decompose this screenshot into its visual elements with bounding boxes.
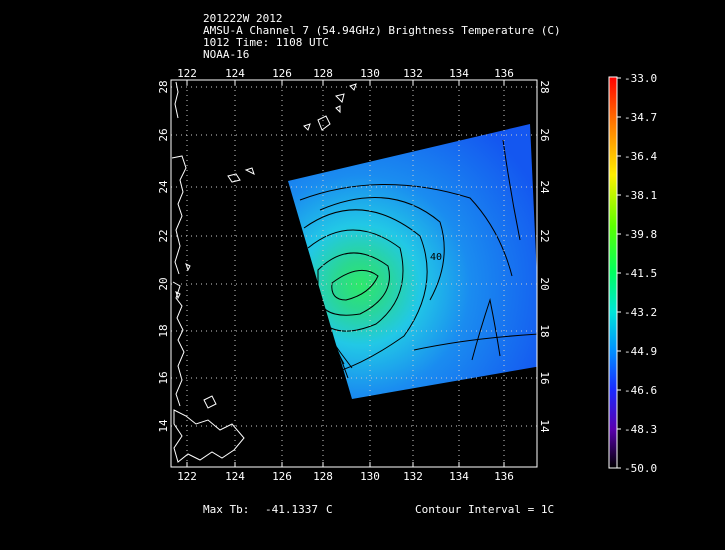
lat-label-left: 14	[157, 419, 170, 433]
lat-label-right: 16	[538, 371, 551, 384]
lon-label-bottom: 136	[494, 470, 514, 483]
lat-label-right: 20	[538, 277, 551, 290]
lon-ticks	[186, 80, 505, 467]
lat-label-left: 20	[157, 277, 170, 290]
lon-label-top: 128	[313, 67, 333, 80]
colorbar-label: -48.3	[624, 423, 657, 436]
lon-label-bottom: 124	[225, 470, 245, 483]
lon-label-bottom: 132	[403, 470, 423, 483]
satellite-label: NOAA-16	[203, 48, 250, 61]
lon-label-bottom: 126	[272, 470, 292, 483]
satellite-swath	[288, 124, 537, 399]
lon-label-top: 130	[360, 67, 380, 80]
lat-label-left: 26	[157, 128, 170, 141]
lat-lon-grid	[171, 80, 537, 467]
colorbar	[608, 76, 618, 469]
colorbar-label: -50.0	[624, 462, 657, 475]
lat-label-right: 18	[538, 324, 551, 337]
lon-label-bottom: 122	[177, 470, 197, 483]
lon-label-top: 136	[494, 67, 514, 80]
map-frame	[170, 79, 538, 468]
contour-interval: Contour Interval = 1C	[415, 503, 555, 516]
lat-label-left: 28	[157, 80, 170, 93]
max-tb-value: -41.1337	[265, 503, 318, 516]
lat-label-right: 14	[538, 419, 551, 433]
lat-label-left: 22	[157, 229, 170, 242]
product-title: AMSU-A Channel 7 (54.94GHz) Brightness T…	[203, 24, 561, 37]
max-tb-unit: C	[326, 503, 333, 516]
colorbar-label: -44.9	[624, 345, 657, 358]
image-id: 201222W 2012	[203, 12, 283, 25]
lat-label-right: 26	[538, 128, 551, 141]
colorbar-label: -43.2	[624, 306, 657, 319]
max-tb-label: Max Tb:	[203, 503, 250, 516]
lon-label-top: 126	[272, 67, 292, 80]
lon-label-bottom: 134	[449, 470, 469, 483]
lat-label-right: 24	[538, 180, 551, 194]
colorbar-label: -41.5	[624, 267, 657, 280]
colorbar-label: -38.1	[624, 189, 657, 202]
lat-label-right: 22	[538, 229, 551, 242]
colorbar-ticks	[617, 77, 621, 469]
time-label: 1012 Time: 1108 UTC	[203, 36, 329, 49]
colorbar-label: -39.8	[624, 228, 657, 241]
colorbar-label: -36.4	[624, 150, 657, 163]
lon-label-top: 122	[177, 67, 197, 80]
colorbar-label: -46.6	[624, 384, 657, 397]
contour-lines	[299, 139, 537, 379]
lat-label-right: 28	[538, 80, 551, 93]
lon-label-top: 134	[449, 67, 469, 80]
colorbar-label: -33.0	[624, 72, 657, 85]
lon-label-bottom: 128	[313, 470, 333, 483]
lat-label-left: 24	[157, 180, 170, 194]
lon-label-top: 124	[225, 67, 245, 80]
lon-label-top: 132	[403, 67, 423, 80]
lat-label-left: 16	[157, 371, 170, 384]
lat-label-left: 18	[157, 324, 170, 337]
contour-label: 40	[430, 252, 442, 263]
lon-label-bottom: 130	[360, 470, 380, 483]
coastlines	[171, 81, 357, 463]
colorbar-label: -34.7	[624, 111, 657, 124]
